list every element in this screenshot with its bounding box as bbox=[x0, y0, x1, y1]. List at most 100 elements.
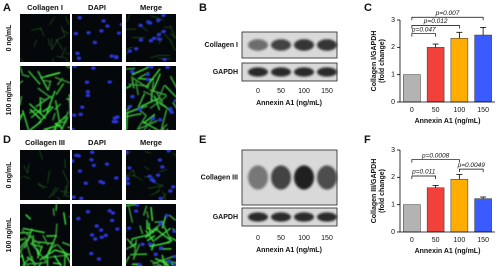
fiber bbox=[39, 27, 45, 37]
row-label: 100 ng/mL bbox=[6, 80, 13, 115]
blot-xlabel: Annexin A1 (ng/mL) bbox=[256, 100, 322, 107]
image-content bbox=[73, 16, 122, 60]
nucleus bbox=[114, 55, 119, 60]
y-tick-label: 3 bbox=[391, 17, 395, 24]
fiber bbox=[152, 255, 174, 265]
fiber bbox=[163, 33, 174, 43]
fiber bbox=[64, 159, 66, 169]
fiber bbox=[62, 170, 70, 184]
x-tick-label: 150 bbox=[477, 107, 489, 114]
fiber bbox=[61, 241, 70, 247]
nucleus bbox=[148, 39, 154, 43]
fiber bbox=[154, 227, 172, 242]
nucleus bbox=[166, 150, 171, 153]
lane-label: 50 bbox=[277, 235, 285, 242]
band-label: Collagen III bbox=[201, 174, 238, 181]
nucleus bbox=[114, 176, 119, 180]
fiber bbox=[161, 192, 167, 200]
fiber bbox=[27, 70, 41, 85]
fiber bbox=[158, 37, 164, 45]
nucleus bbox=[89, 251, 94, 256]
fiber bbox=[56, 243, 63, 251]
nucleus bbox=[72, 113, 77, 117]
image-bg bbox=[72, 14, 122, 62]
fiber bbox=[130, 76, 150, 90]
fiber bbox=[143, 90, 152, 96]
bar bbox=[426, 187, 445, 233]
bar bbox=[450, 38, 469, 103]
image-content bbox=[126, 66, 176, 130]
column-header: Collagen I bbox=[27, 3, 63, 12]
fiber bbox=[169, 75, 176, 89]
fiber bbox=[39, 96, 47, 102]
fiber bbox=[150, 55, 158, 59]
fiber bbox=[65, 57, 69, 62]
fiber bbox=[129, 242, 137, 249]
column-header: Collagen III bbox=[25, 138, 65, 147]
nucleus bbox=[172, 254, 176, 259]
fiber bbox=[137, 93, 146, 108]
fiber bbox=[20, 231, 32, 234]
fiber bbox=[22, 175, 31, 180]
image-bg bbox=[20, 150, 70, 200]
fiber bbox=[55, 82, 65, 96]
band bbox=[248, 212, 268, 222]
nucleus bbox=[171, 185, 176, 189]
error-bar bbox=[456, 31, 463, 39]
fiber bbox=[160, 220, 172, 241]
fiber bbox=[37, 70, 49, 91]
nucleus bbox=[109, 218, 115, 223]
p-value: p=0.0008 bbox=[421, 152, 450, 159]
fiber bbox=[55, 35, 66, 42]
x-tick-label: 50 bbox=[432, 237, 440, 244]
nucleus bbox=[86, 31, 91, 35]
micrograph bbox=[126, 204, 176, 266]
nucleus bbox=[73, 31, 79, 36]
fiber bbox=[52, 112, 56, 121]
fiber bbox=[65, 195, 70, 198]
fiber bbox=[20, 177, 22, 179]
bar bbox=[450, 178, 469, 233]
nucleus bbox=[162, 57, 167, 62]
fiber bbox=[61, 111, 69, 130]
nucleus bbox=[104, 162, 110, 166]
fiber bbox=[131, 233, 149, 240]
nucleus bbox=[93, 237, 98, 241]
lane-label: 50 bbox=[277, 88, 285, 95]
nucleus bbox=[161, 14, 166, 17]
nucleus bbox=[99, 29, 104, 33]
nucleus bbox=[103, 233, 109, 238]
fiber bbox=[38, 150, 43, 160]
nucleus bbox=[126, 181, 131, 186]
fiber bbox=[169, 32, 176, 40]
nucleus bbox=[92, 40, 98, 45]
band bbox=[294, 67, 314, 77]
p-value: p=0.012 bbox=[423, 18, 448, 25]
fiber bbox=[148, 185, 160, 189]
nucleus bbox=[137, 107, 142, 111]
fiber bbox=[159, 123, 168, 130]
error-bar bbox=[480, 26, 487, 36]
fiber bbox=[150, 243, 155, 251]
micrograph bbox=[20, 150, 70, 200]
nucleus bbox=[169, 110, 174, 114]
fiber bbox=[21, 73, 30, 78]
fiber bbox=[51, 187, 59, 197]
fiber bbox=[35, 95, 52, 108]
p-value: p=0.047 bbox=[411, 26, 436, 33]
fiber bbox=[145, 229, 155, 243]
nucleus bbox=[80, 105, 85, 109]
fiber bbox=[169, 25, 176, 38]
column-header: DAPI bbox=[88, 138, 106, 147]
nucleus bbox=[130, 94, 135, 99]
fiber bbox=[158, 168, 168, 173]
band bbox=[317, 67, 337, 77]
fiber bbox=[144, 165, 150, 171]
micrograph bbox=[72, 150, 122, 200]
fiber bbox=[131, 66, 149, 76]
image-content bbox=[76, 209, 120, 261]
lane-label: 150 bbox=[321, 88, 333, 95]
fiber bbox=[150, 81, 155, 102]
fiber bbox=[166, 128, 169, 130]
y-axis-title: (fold change) bbox=[379, 39, 386, 83]
